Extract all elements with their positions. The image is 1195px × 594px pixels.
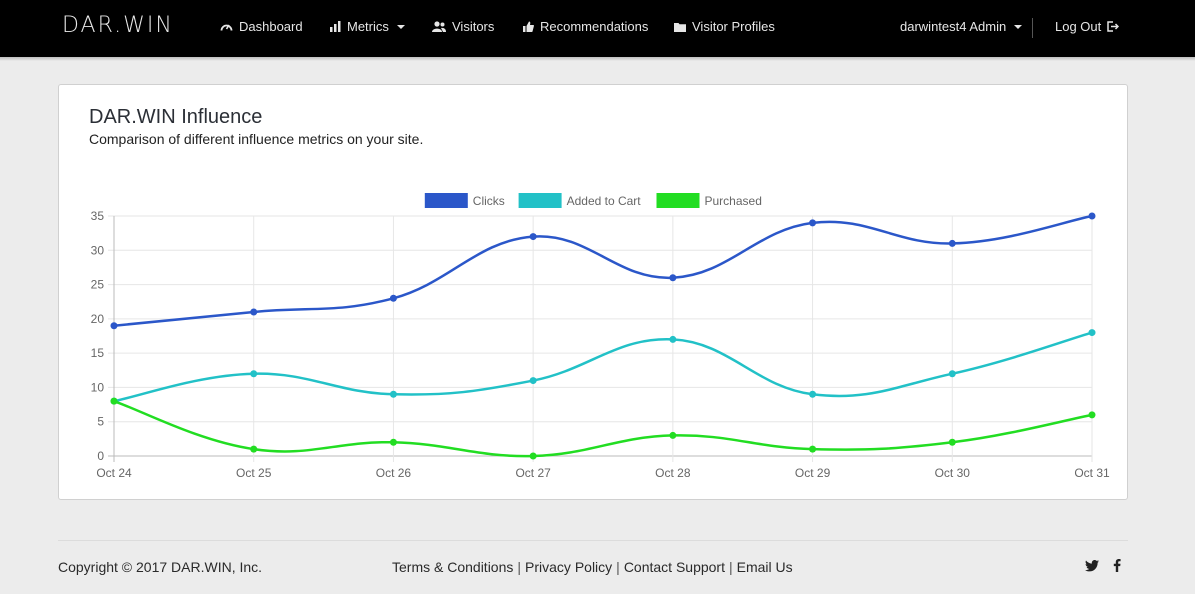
x-tick-label: Oct 24 [96,466,132,480]
top-navbar: DAR.WIN Dashboard Metrics Visitors Recom… [0,0,1195,57]
y-tick-label: 5 [97,415,104,429]
contact-support-link[interactable]: Contact Support [623,559,725,575]
nav-dashboard-label: Dashboard [239,19,303,34]
series-line [113,214,1093,327]
dashboard-gauge-icon [220,21,233,32]
thumbs-up-icon [523,21,534,32]
data-point [250,445,258,453]
data-point [529,452,537,460]
x-tick-label: Oct 29 [795,466,831,480]
footer-separator: | [616,559,620,575]
nav-visitors-label: Visitors [452,19,495,34]
data-point [669,274,677,282]
footer-links: Terms & Conditions | Privacy Policy | Contac… [392,559,793,575]
data-point [948,438,956,446]
data-point [389,438,397,446]
y-tick-label: 35 [91,209,105,223]
data-point [250,308,258,316]
nav-recommendations[interactable]: Recommendations [523,19,648,34]
facebook-icon[interactable] [1113,559,1121,577]
nav-dashboard[interactable]: Dashboard [220,19,303,34]
nav-metrics-label: Metrics [347,19,389,34]
data-point [669,431,677,439]
logout-label: Log Out [1055,19,1102,34]
users-icon [432,21,446,32]
legend-label: Clicks [473,194,505,208]
data-point [110,322,118,330]
privacy-link[interactable]: Privacy Policy [525,559,613,575]
nav-visitors[interactable]: Visitors [432,19,494,34]
chevron-down-icon [1014,24,1023,29]
nav-divider [1032,18,1033,38]
nav-recommendations-label: Recommendations [540,19,649,34]
series-line [113,331,1093,403]
nav-metrics[interactable]: Metrics [330,19,405,34]
data-point [529,233,537,241]
data-point [809,219,817,227]
data-point [1088,329,1096,337]
folder-icon [674,22,686,32]
bar-chart-icon [330,21,341,32]
footer-separator: | [517,559,522,575]
user-menu[interactable]: darwintest4 Admin [900,19,1023,34]
legend-swatch [656,193,700,208]
data-point [1088,212,1096,220]
logout-link[interactable]: Log Out [1055,19,1120,34]
influence-line-chart: 0 5 10 15 20 25 30 35 Oct 24 Oct 25 Oct 26 Oct 27 Oc… [91,193,1110,480]
y-tick-label: 15 [91,346,105,360]
legend-label: Purchased [705,194,762,208]
x-tick-label: Oct 26 [376,466,412,480]
panel-title: DAR.WIN Influence [89,106,263,128]
twitter-icon[interactable] [1085,559,1099,577]
nav-visitor-profiles-label: Visitor Profiles [692,19,775,34]
y-tick-label: 20 [91,312,105,326]
series-line [113,399,1093,458]
footer-divider [58,540,1128,541]
legend-swatch [424,193,468,208]
data-point [809,390,817,398]
y-tick-label: 10 [91,380,105,394]
navbar-shadow [0,57,1195,61]
sign-out-icon [1107,21,1120,32]
copyright-text: Copyright © 2017 DAR.WIN, Inc. [58,559,263,575]
x-tick-label: Oct 31 [1074,466,1110,480]
data-point [389,294,397,302]
terms-link[interactable]: Terms & Conditions [392,559,514,575]
data-point [948,370,956,378]
data-point [948,239,956,247]
data-point [1088,411,1096,419]
legend-swatch [518,193,562,208]
influence-panel: DAR.WIN Influence Comparison of differen… [58,84,1128,500]
footer-separator: | [728,559,733,575]
chevron-down-icon [396,24,405,29]
data-point [669,335,677,343]
data-point [110,397,118,405]
x-tick-label: Oct 28 [655,466,691,480]
data-point [389,390,397,398]
data-point [809,445,817,453]
y-tick-label: 30 [91,243,105,257]
x-tick-label: Oct 25 [236,466,272,480]
email-us-link[interactable]: Email Us [736,559,793,575]
data-point [250,370,258,378]
user-menu-label: darwintest4 Admin [900,19,1007,34]
x-tick-label: Oct 30 [935,466,971,480]
x-tick-label: Oct 27 [515,466,551,480]
brand-logo[interactable]: DAR.WIN [62,13,174,38]
nav-visitor-profiles[interactable]: Visitor Profiles [674,19,775,34]
y-tick-label: 0 [97,449,104,463]
panel-subtitle: Comparison of different influence metric… [89,131,424,147]
y-tick-label: 25 [91,278,105,292]
data-point [529,377,537,385]
legend-label: Added to Cart [567,194,642,208]
